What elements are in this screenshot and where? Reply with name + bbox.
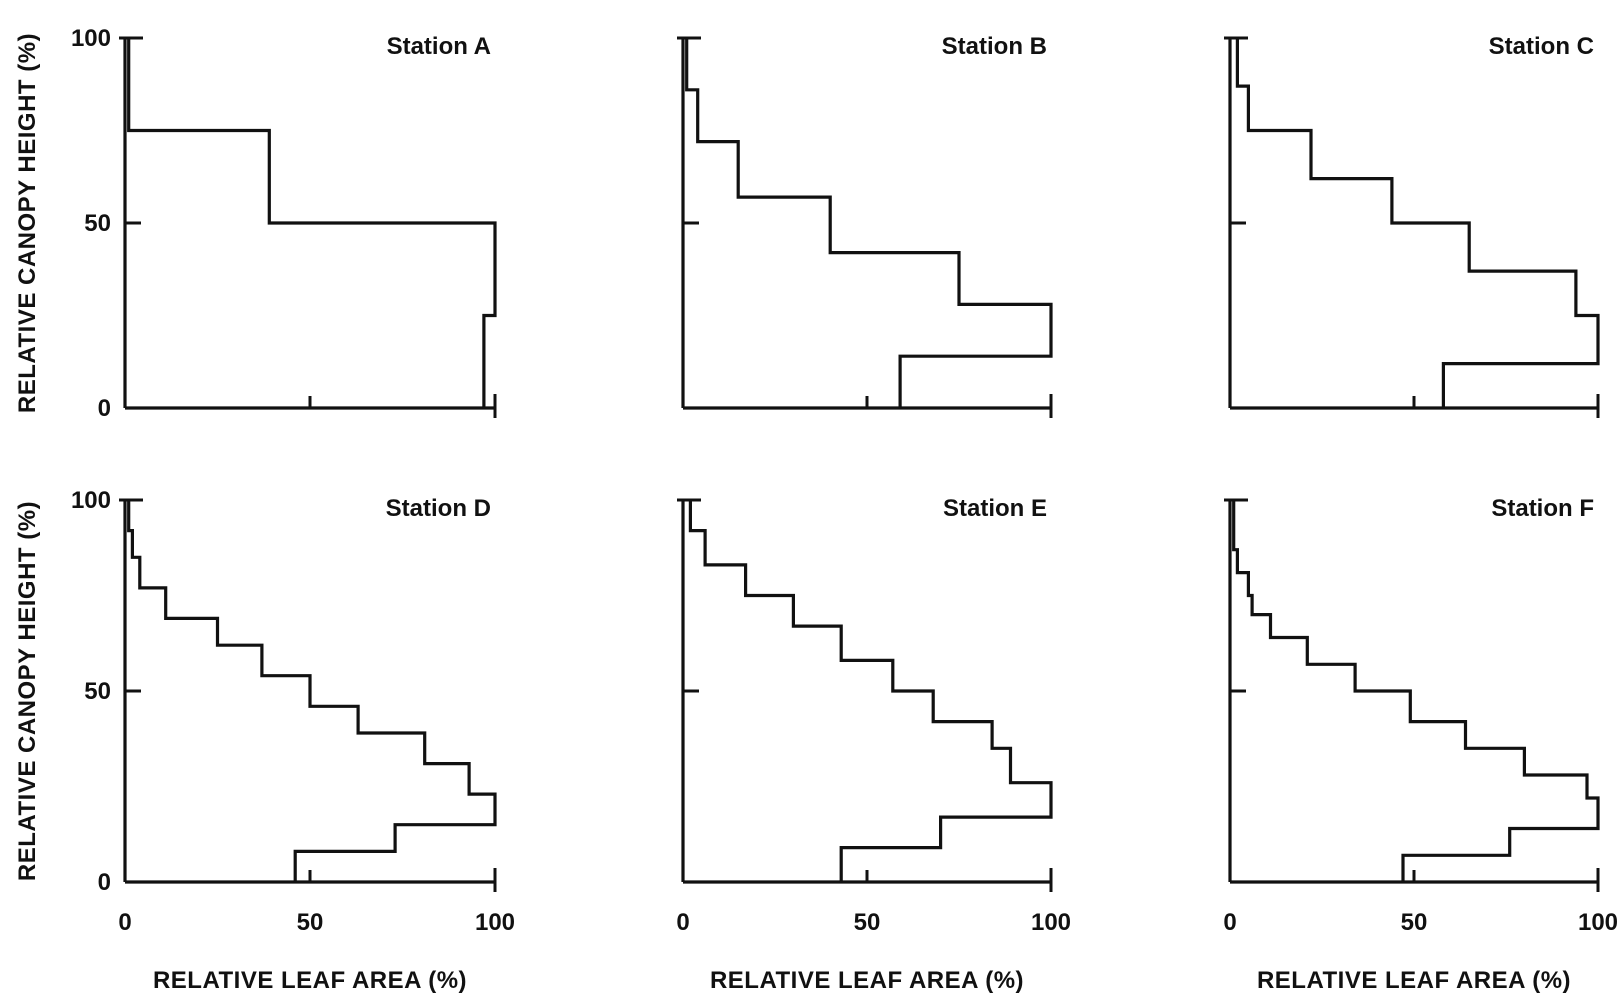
x-tick-label: 0 (1223, 909, 1236, 936)
y-tick-label: 0 (98, 395, 111, 422)
leaf-area-profile-line (688, 500, 1053, 882)
panel-title: Station A (387, 33, 491, 60)
panel-station-a: 0 50 100 Station A RELATIVE CANOPY HEIGHT (%… (14, 25, 497, 422)
x-axis-label: RELATIVE LEAF AREA (%) (710, 967, 1024, 994)
leaf-area-profile-line (1232, 500, 1600, 882)
y-axis-label: RELATIVE CANOPY HEIGHT (%) (14, 33, 41, 413)
panel-station-d: 0 50 100 0 50 100 Station D RELATIVE CANOPY HEI… (14, 487, 515, 994)
x-tick-label: 100 (475, 909, 515, 936)
y-axis-label: RELATIVE CANOPY HEIGHT (%) (14, 501, 41, 881)
leaf-area-profile-line (1235, 38, 1600, 408)
panel-station-c: Station C (1224, 33, 1600, 418)
x-tick-label: 0 (118, 909, 131, 936)
x-tick-label: 50 (1401, 909, 1428, 936)
panel-title: Station C (1489, 33, 1594, 60)
panel-title: Station D (386, 495, 491, 522)
x-tick-label: 100 (1578, 909, 1618, 936)
x-tick-label: 50 (297, 909, 324, 936)
y-tick-label: 100 (71, 487, 111, 514)
x-tick-label: 50 (854, 909, 881, 936)
x-tick-label: 0 (676, 909, 689, 936)
panel-station-b: Station B (677, 33, 1053, 418)
panel-station-f: 0 50 100 Station F RELATIVE LEAF AREA (%) (1223, 495, 1618, 994)
leaf-area-profile-line (685, 38, 1053, 408)
leaf-area-profile-line (127, 38, 497, 408)
x-tick-label: 100 (1031, 909, 1071, 936)
x-axis-label: RELATIVE LEAF AREA (%) (153, 967, 467, 994)
y-tick-label: 100 (71, 25, 111, 52)
panel-station-e: 0 50 100 Station E RELATIVE LEAF AREA (%) (676, 495, 1071, 994)
y-tick-label: 50 (84, 678, 111, 705)
leaf-area-profile-line (127, 500, 497, 882)
y-tick-label: 50 (84, 210, 111, 237)
panel-title: Station F (1491, 495, 1594, 522)
panel-title: Station E (943, 495, 1047, 522)
x-axis-label: RELATIVE LEAF AREA (%) (1257, 967, 1571, 994)
panel-title: Station B (942, 33, 1047, 60)
y-tick-label: 0 (98, 869, 111, 896)
